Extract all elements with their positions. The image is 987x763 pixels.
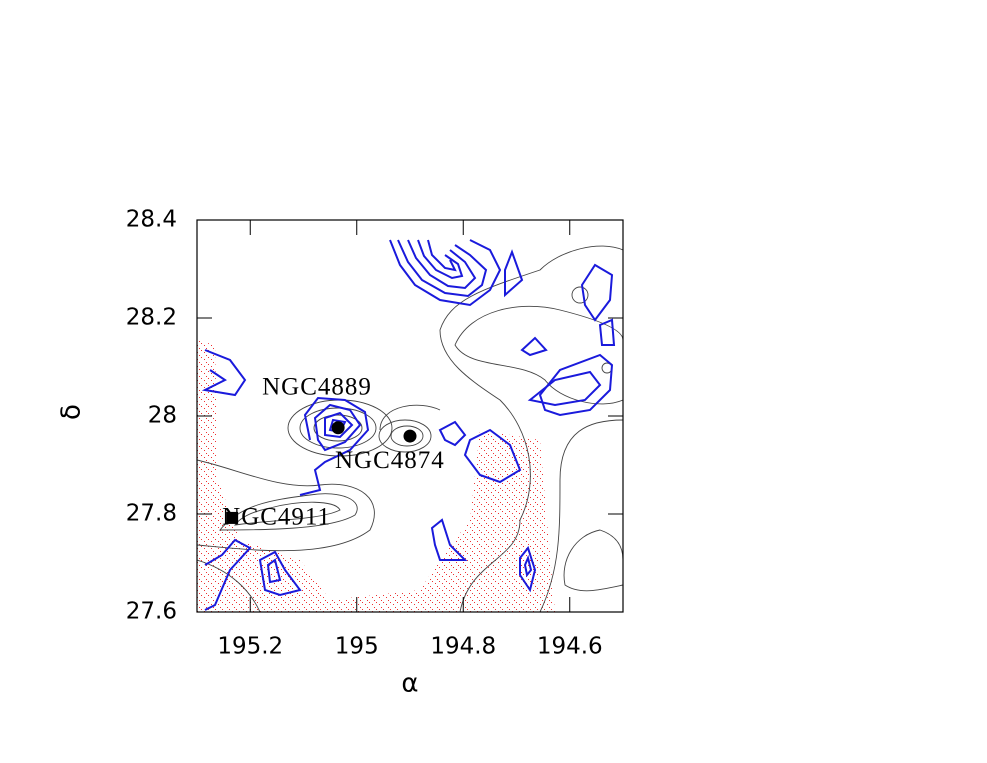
map-decor — [197, 239, 623, 612]
y-tick-label: 28.2 — [126, 305, 177, 331]
x-axis-label: α — [401, 669, 418, 699]
galaxy-label: NGC4889 — [262, 373, 372, 400]
galaxy-marker — [331, 421, 345, 435]
galaxy-label: NGC4874 — [335, 447, 445, 474]
y-axis-label: δ — [57, 404, 87, 420]
y-tick-label: 27.6 — [126, 599, 177, 625]
y-tick-label: 27.8 — [126, 501, 177, 527]
galaxy-label: NGC4911 — [222, 504, 331, 531]
x-tick-label: 195 — [335, 634, 379, 660]
galaxy-marker — [226, 511, 239, 524]
y-tick-label: 28.4 — [126, 207, 177, 233]
x-tick-label: 194.8 — [430, 634, 496, 660]
y-tick-label: 28 — [148, 403, 177, 429]
galaxy-marker — [403, 429, 417, 443]
x-tick-label: 194.6 — [537, 634, 603, 660]
x-tick-label: 195.2 — [217, 634, 283, 660]
